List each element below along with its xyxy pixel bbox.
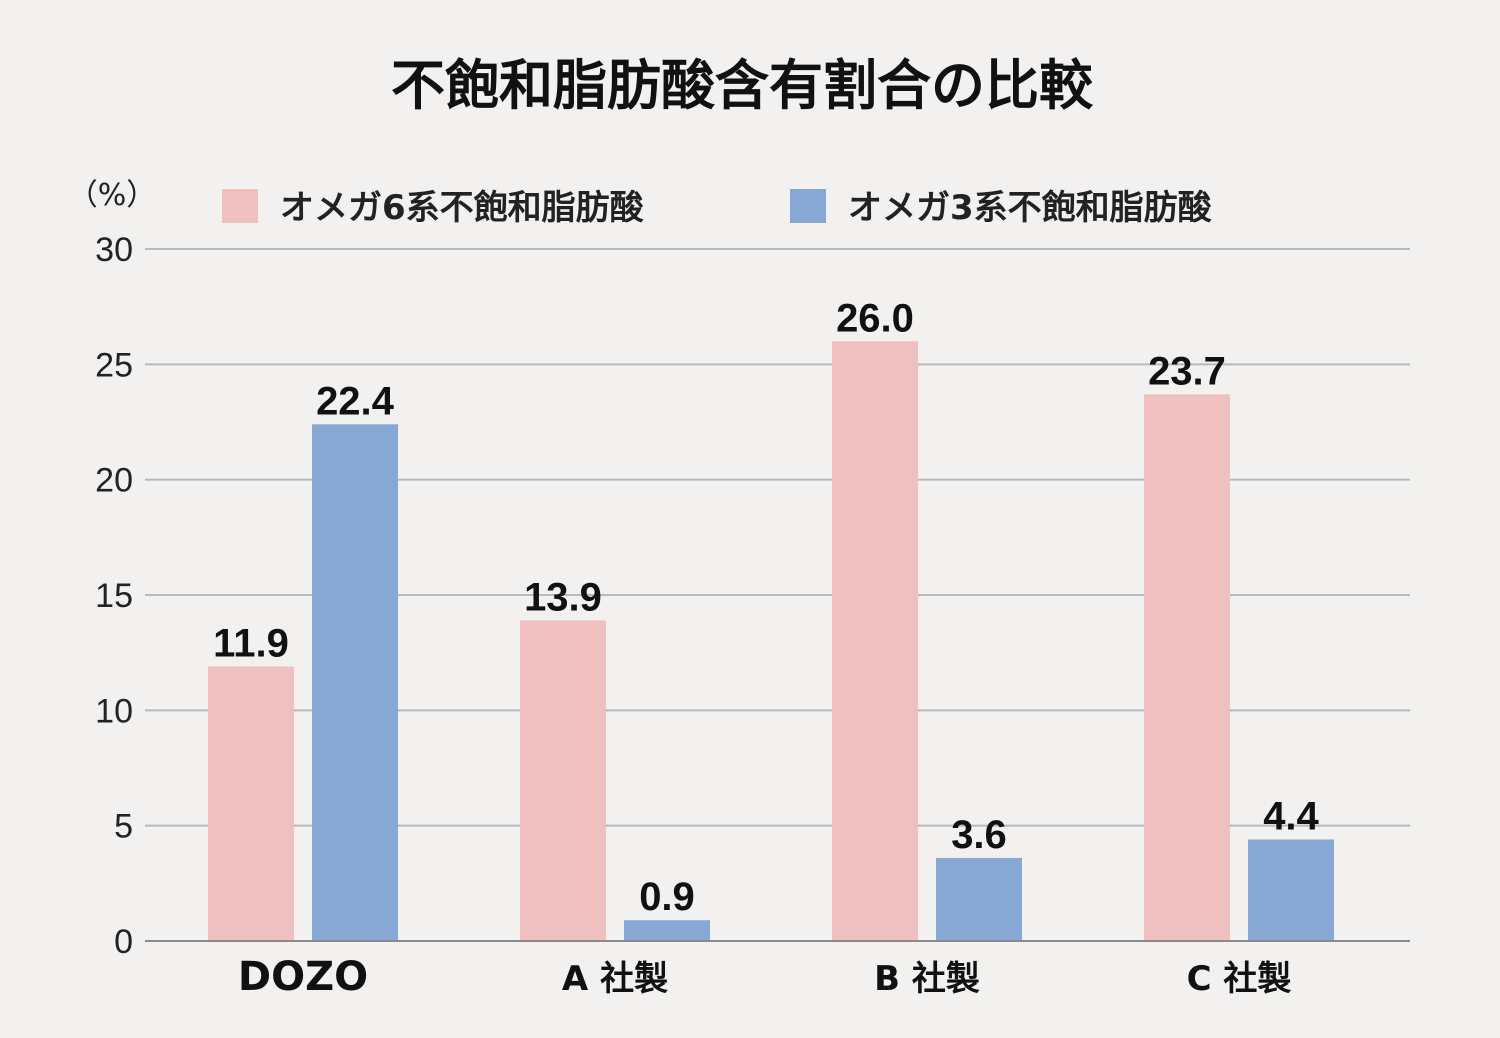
- value-label-omega3-2: 3.6: [951, 813, 1007, 857]
- chart-title: 不飽和脂肪酸含有割合の比較: [391, 54, 1094, 117]
- x-axis-categories: DOZO A 社製 B 社製 C 社製: [238, 954, 1292, 1000]
- bar-omega6-0: [208, 666, 294, 941]
- bar-omega6-1: [520, 620, 606, 941]
- value-label-omega6-1: 13.9: [524, 575, 602, 619]
- y-axis-ticks: 0 5 10 15 20 25 30: [95, 231, 133, 961]
- value-label-omega6-0: 11.9: [213, 622, 289, 666]
- y-tick-label-5: 5: [114, 808, 133, 846]
- value-label-omega6-3: 23.7: [1148, 349, 1226, 393]
- legend-label-omega6: オメガ6系不飽和脂肪酸: [280, 188, 645, 228]
- value-labels: 11.9 22.4 13.9 0.9 26.0 3.6 23.7 4.4: [213, 296, 1319, 919]
- category-label-3: C 社製: [1187, 959, 1292, 999]
- bar-omega3-0: [312, 424, 398, 942]
- y-tick-label-15: 15: [95, 577, 133, 615]
- value-label-omega3-3: 4.4: [1263, 795, 1319, 839]
- y-tick-label-0: 0: [114, 923, 133, 961]
- bars: [208, 341, 1334, 942]
- category-label-0: DOZO: [238, 954, 368, 1000]
- bar-omega3-1: [624, 920, 710, 941]
- y-axis-unit: （%）: [68, 178, 157, 213]
- legend: オメガ6系不飽和脂肪酸 オメガ3系不飽和脂肪酸: [222, 188, 1213, 228]
- bar-omega3-3: [1248, 839, 1334, 941]
- bar-omega6-2: [832, 341, 918, 941]
- value-label-omega3-0: 22.4: [316, 379, 395, 423]
- legend-swatch-omega6: [222, 189, 258, 223]
- legend-label-omega3: オメガ3系不飽和脂肪酸: [848, 188, 1213, 228]
- value-label-omega6-2: 26.0: [836, 296, 914, 340]
- legend-swatch-omega3: [790, 189, 826, 223]
- category-label-2: B 社製: [874, 959, 980, 999]
- y-tick-label-20: 20: [95, 462, 133, 500]
- y-tick-label-25: 25: [95, 346, 133, 384]
- value-label-omega3-1: 0.9: [639, 875, 695, 919]
- bar-omega6-3: [1144, 394, 1230, 941]
- bar-omega3-2: [936, 857, 1022, 941]
- y-tick-label-10: 10: [95, 692, 133, 730]
- y-tick-label-30: 30: [95, 231, 133, 269]
- category-label-1: A 社製: [562, 959, 668, 999]
